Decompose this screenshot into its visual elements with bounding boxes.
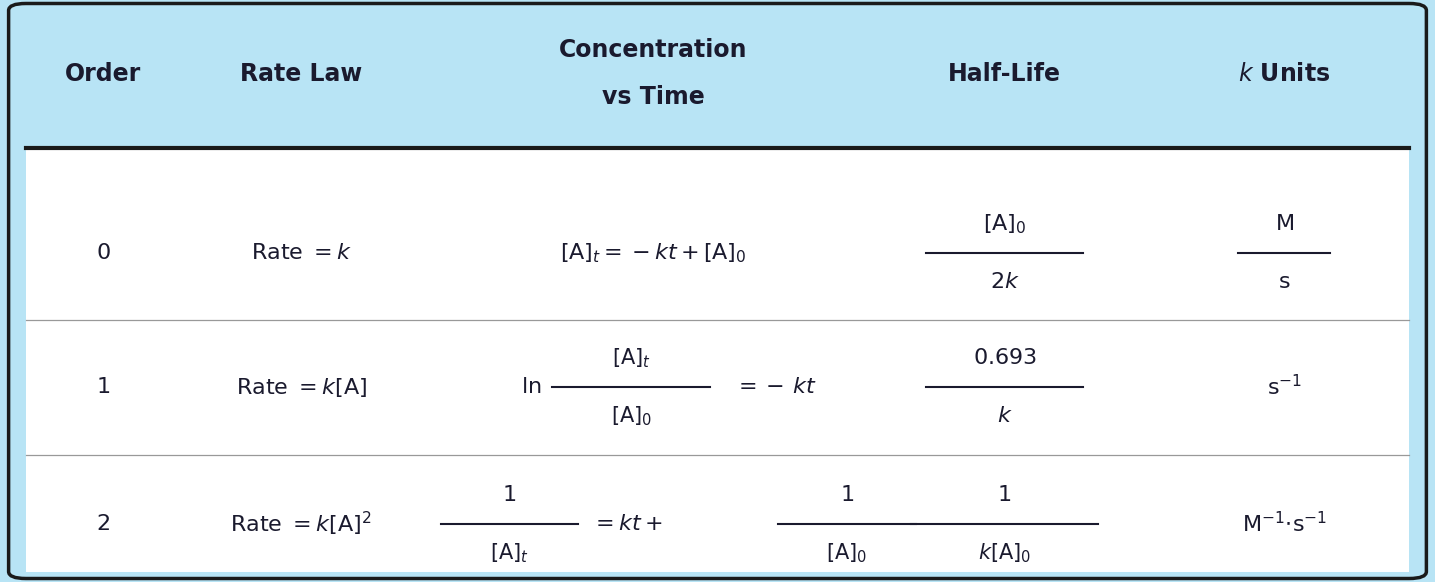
Text: $= kt +$: $= kt +$ [591,514,663,534]
Text: $0.693$: $0.693$ [973,348,1036,368]
Text: $\mathrm{s}$: $\mathrm{s}$ [1279,272,1290,292]
Text: $[\mathrm{A}]_0$: $[\mathrm{A}]_0$ [611,404,651,428]
Text: Rate $= k[\mathrm{A}]$: Rate $= k[\mathrm{A}]$ [235,375,367,399]
Text: $\mathrm{ln}$: $\mathrm{ln}$ [521,377,541,397]
Text: $[\mathrm{A}]_t$: $[\mathrm{A}]_t$ [489,541,530,565]
Text: Half-Life: Half-Life [949,62,1060,86]
Bar [26,10,1409,148]
Text: Concentration: Concentration [558,38,748,62]
Text: $\mathrm{M}$: $\mathrm{M}$ [1274,214,1294,234]
Text: $1$: $1$ [502,485,517,505]
Text: Rate $= k[\mathrm{A}]^2$: Rate $= k[\mathrm{A}]^2$ [231,510,372,538]
Text: $= -\,kt$: $= -\,kt$ [733,377,817,397]
Text: $[\mathrm{A}]_0$: $[\mathrm{A}]_0$ [983,212,1026,236]
Text: $[\mathrm{A}]_t = -kt + [\mathrm{A}]_0$: $[\mathrm{A}]_t = -kt + [\mathrm{A}]_0$ [560,242,746,265]
Text: $\mathbf{\mathit{k}}$ Units: $\mathbf{\mathit{k}}$ Units [1238,62,1330,86]
Text: Rate Law: Rate Law [240,62,363,86]
Text: Order: Order [65,62,142,86]
Text: $[\mathrm{A}]_0$: $[\mathrm{A}]_0$ [827,541,867,565]
Text: $2k$: $2k$ [990,272,1019,292]
Text: $\mathrm{M}^{-1}{\cdot}\mathrm{s}^{-1}$: $\mathrm{M}^{-1}{\cdot}\mathrm{s}^{-1}$ [1241,511,1327,537]
Text: vs Time: vs Time [601,85,705,109]
Text: $[\mathrm{A}]_t$: $[\mathrm{A}]_t$ [611,346,651,370]
Text: $\mathrm{s}^{-1}$: $\mathrm{s}^{-1}$ [1267,374,1302,400]
Text: $0$: $0$ [96,243,110,263]
Text: $2$: $2$ [96,514,110,534]
Bar [26,148,1409,572]
Text: $1$: $1$ [997,485,1012,505]
Text: $1$: $1$ [839,485,854,505]
Text: $k$: $k$ [997,406,1012,426]
Text: $k[\mathrm{A}]_0$: $k[\mathrm{A}]_0$ [977,541,1032,565]
Text: Rate $= k$: Rate $= k$ [251,243,352,263]
Text: $1$: $1$ [96,377,110,397]
